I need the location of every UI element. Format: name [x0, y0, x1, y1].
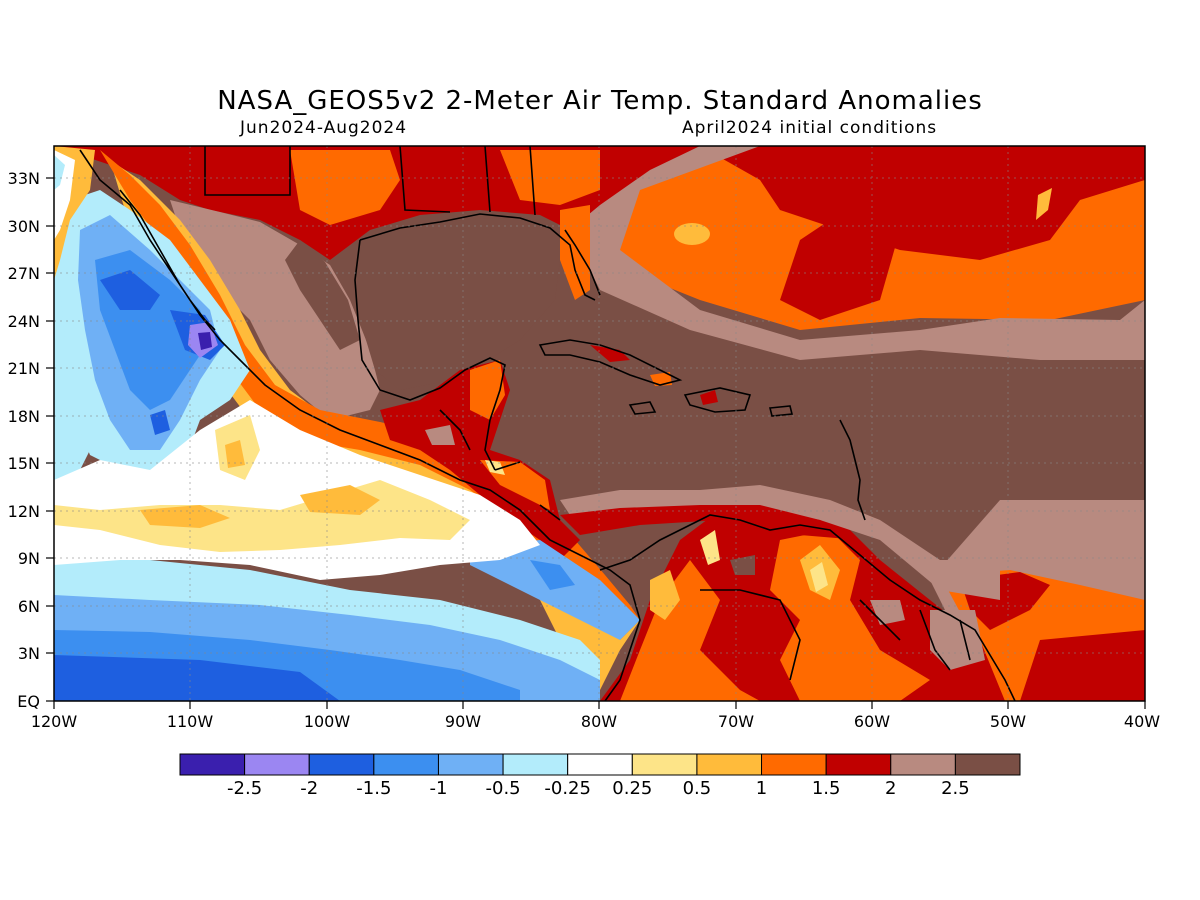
- colorbar-segment: [825, 753, 892, 776]
- colorbar-label: 1.5: [812, 778, 841, 799]
- lon-label: 90W: [445, 712, 481, 731]
- axis-ticks: [46, 177, 1146, 709]
- lat-label: 12N: [8, 502, 40, 521]
- colorbar-segment: [437, 753, 504, 776]
- anomaly-region-orange-florida: [560, 205, 590, 300]
- anomaly-region-red-cuba: [590, 345, 630, 362]
- anomaly-region-light-brown-suriname: [930, 610, 985, 670]
- lat-label: 6N: [18, 597, 40, 616]
- anomaly-region-light-cyan-pacific: [54, 230, 600, 701]
- anomaly-region-yellow-atlantic-speck: [1036, 188, 1052, 220]
- anomaly-region-orange-texas: [290, 150, 400, 225]
- anomaly-region-orange-yucatan: [470, 360, 505, 420]
- colorbar-segment: [244, 753, 310, 776]
- anomaly-region-red-north-atlantic: [700, 146, 1145, 260]
- lon-label: 40W: [1124, 712, 1160, 731]
- lat-label: EQ: [17, 692, 40, 711]
- colorbar-label: 0.5: [683, 778, 712, 799]
- forecast-period: Jun2024-Aug2024: [240, 118, 408, 138]
- anomaly-region-yellow-atlantic-patch: [674, 223, 710, 245]
- anomaly-region-orange-jamaica: [650, 372, 672, 386]
- latitude-labels: 33N 30N 27N 24N 21N 18N 15N 12N 9N 6N 3N…: [8, 169, 40, 711]
- lon-label: 70W: [718, 712, 754, 731]
- anomaly-region-orange-colombia: [620, 560, 760, 701]
- lon-label: 80W: [581, 712, 617, 731]
- colorbar-label: -2.5: [227, 778, 262, 799]
- lat-label: 9N: [18, 549, 40, 568]
- anomaly-region-light-brown-guatemala: [425, 425, 455, 445]
- map-title: NASA_GEOS5v2 2-Meter Air Temp. Standard …: [217, 86, 983, 116]
- longitude-labels: 120W 110W 100W 90W 80W 70W 60W 50W 40W: [31, 712, 1160, 731]
- colorbar-segment: [502, 753, 569, 776]
- colorbar-label: -0.25: [544, 778, 591, 799]
- lat-label: 21N: [8, 359, 40, 378]
- anomaly-region-dark-blue-equatorial-pacific: [54, 655, 340, 701]
- colorbar-label: -2: [300, 778, 318, 799]
- colorbar-segment: [308, 753, 375, 776]
- anomaly-region-yellow-pacific-east: [300, 485, 380, 515]
- colorbar-segment: [179, 753, 246, 776]
- lon-label: 110W: [167, 712, 214, 731]
- anomaly-region-red-hispaniola: [700, 390, 718, 405]
- anomaly-region-indigo-baja: [198, 332, 212, 350]
- anomaly-region-red-atlantic-patch: [780, 200, 900, 320]
- colorbar-label: 0.25: [612, 778, 652, 799]
- lat-label: 27N: [8, 264, 40, 283]
- colorbar-segment: [890, 753, 956, 776]
- anomaly-region-red-caribbean-south: [560, 505, 860, 540]
- anomaly-region-pale-yellow-venezuela: [810, 562, 828, 592]
- graticule: [54, 146, 1145, 701]
- lat-label: 18N: [8, 407, 40, 426]
- lat-label: 30N: [8, 217, 40, 236]
- anomaly-region-dark-brown-mexico-interior: [285, 240, 360, 350]
- colorbar-label: -1: [429, 778, 447, 799]
- anomaly-region-yellow-colombia: [650, 570, 680, 620]
- anomaly-region-dark-brown-gulf-of-mexico: [352, 218, 560, 390]
- lon-label: 120W: [31, 712, 78, 731]
- anomaly-region-dark-blue-speck: [150, 410, 170, 435]
- anomaly-region-dark-blue-baja-north: [100, 270, 160, 310]
- anomaly-region-blue-panama-bight: [530, 560, 575, 590]
- colorbar: -2.5 -2 -1.5 -1 -0.5 -0.25 0.25 0.5 1 1.5 2 2.5: [179, 753, 1021, 799]
- anomaly-region-light-brown-mexico: [170, 200, 380, 420]
- anomaly-region-light-brown-caribbean-south: [560, 485, 1000, 600]
- colorbar-label: -0.5: [486, 778, 521, 799]
- lon-label: 50W: [990, 712, 1026, 731]
- anomaly-field: [54, 146, 1145, 701]
- colorbar-segment: [761, 753, 827, 776]
- colorbar-label: -1.5: [356, 778, 391, 799]
- anomaly-region-orange-southeast-us: [500, 150, 600, 205]
- colorbar-label: 2: [885, 778, 896, 799]
- colorbar-segment: [631, 753, 698, 776]
- lon-label: 60W: [854, 712, 890, 731]
- lat-label: 24N: [8, 312, 40, 331]
- lat-label: 33N: [8, 169, 40, 188]
- anomaly-region-light-cyan-california-offshore: [54, 155, 65, 190]
- coastlines: [79, 146, 1016, 701]
- initial-conditions: April2024 initial conditions: [682, 118, 938, 138]
- anomaly-region-light-blue-panama-bight: [470, 540, 640, 640]
- colorbar-segment: [373, 753, 439, 776]
- colorbar-segment: [696, 753, 763, 776]
- lat-label: 3N: [18, 644, 40, 663]
- anomaly-region-pale-yellow-colombia: [700, 530, 720, 565]
- colorbar-label: 2.5: [941, 778, 970, 799]
- anomaly-region-pale-yellow-honduras: [485, 460, 505, 475]
- colorbar-segment: [954, 753, 1021, 776]
- anomaly-region-yellow-pacific-north: [225, 440, 245, 468]
- colorbar-segment: [567, 753, 633, 776]
- lon-label: 100W: [304, 712, 351, 731]
- colorbar-label: 1: [756, 778, 767, 799]
- anomaly-region-red-equatorial-atlantic: [1020, 630, 1145, 701]
- lat-label: 15N: [8, 454, 40, 473]
